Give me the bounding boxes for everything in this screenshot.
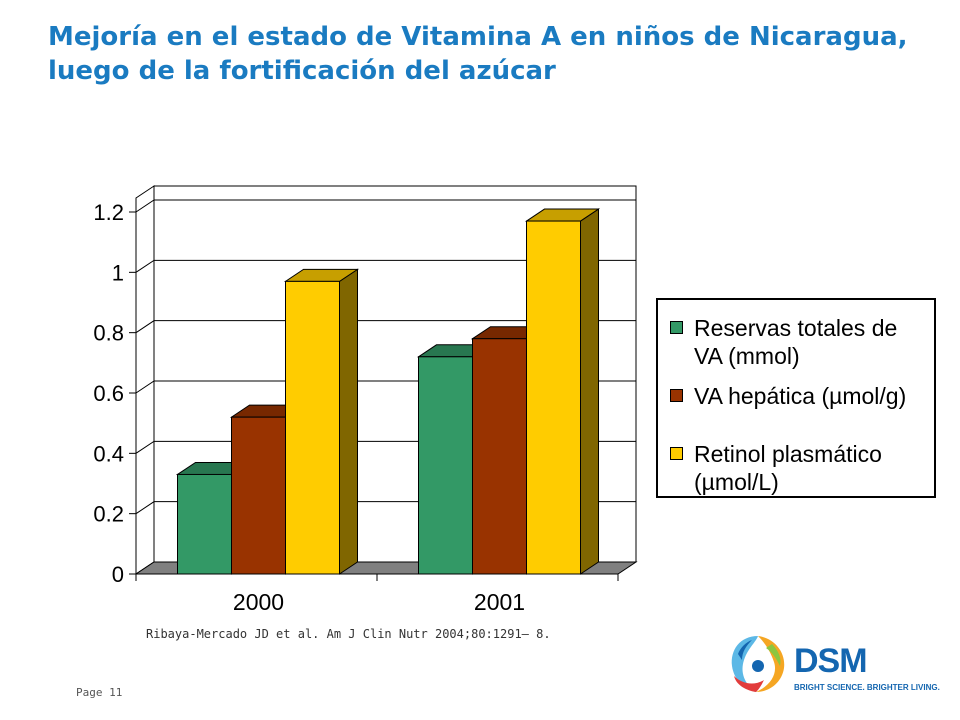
chart-side-wall (135, 185, 155, 575)
bar-side (580, 208, 599, 575)
y-tick-label: 0.6 (93, 381, 124, 406)
bar-front (177, 473, 232, 575)
dsm-logo: DSM BRIGHT SCIENCE. BRIGHTER LIVING. (726, 632, 946, 702)
chart-legend: Reservas totales de VA (mmol) VA hepática… (656, 298, 936, 498)
legend-label: Reservas totales de VA (mmol) (694, 315, 898, 369)
legend-label: Retinol plasmático (µmol/L) (694, 441, 882, 495)
bar-front (231, 416, 286, 575)
gridline (135, 259, 636, 273)
bar-front (418, 356, 473, 575)
bar-front (526, 220, 581, 575)
y-tick-label: 0 (112, 562, 124, 587)
bar-front (285, 280, 340, 575)
source-citation: Ribaya-Mercado JD et al. Am J Clin Nutr … (146, 627, 551, 641)
page-number: Page 11 (76, 686, 123, 699)
gridline (135, 199, 636, 213)
gridline (135, 320, 636, 334)
logo-wordmark: DSM (794, 642, 868, 680)
dsm-emblem-icon (731, 636, 785, 692)
y-tick-label: 1 (112, 260, 124, 285)
legend-swatch (670, 321, 683, 334)
logo-tagline: BRIGHT SCIENCE. BRIGHTER LIVING. (794, 683, 940, 692)
y-tick-label: 0.2 (93, 502, 124, 527)
bar-side (339, 268, 358, 575)
bar (283, 268, 360, 575)
x-tick-label: 2001 (474, 589, 525, 615)
legend-swatch (670, 447, 683, 460)
legend-swatch (670, 389, 683, 402)
bar (524, 208, 601, 575)
y-tick-label: 0.8 (93, 321, 124, 346)
x-tick-label: 2000 (233, 589, 284, 615)
bar-front (472, 338, 527, 575)
y-tick-label: 1.2 (93, 200, 124, 225)
y-tick-label: 0.4 (93, 441, 124, 466)
slide-title: Mejoría en el estado de Vitamina A en ni… (48, 22, 908, 86)
legend-label: VA hepática (µmol/g) (694, 383, 907, 409)
